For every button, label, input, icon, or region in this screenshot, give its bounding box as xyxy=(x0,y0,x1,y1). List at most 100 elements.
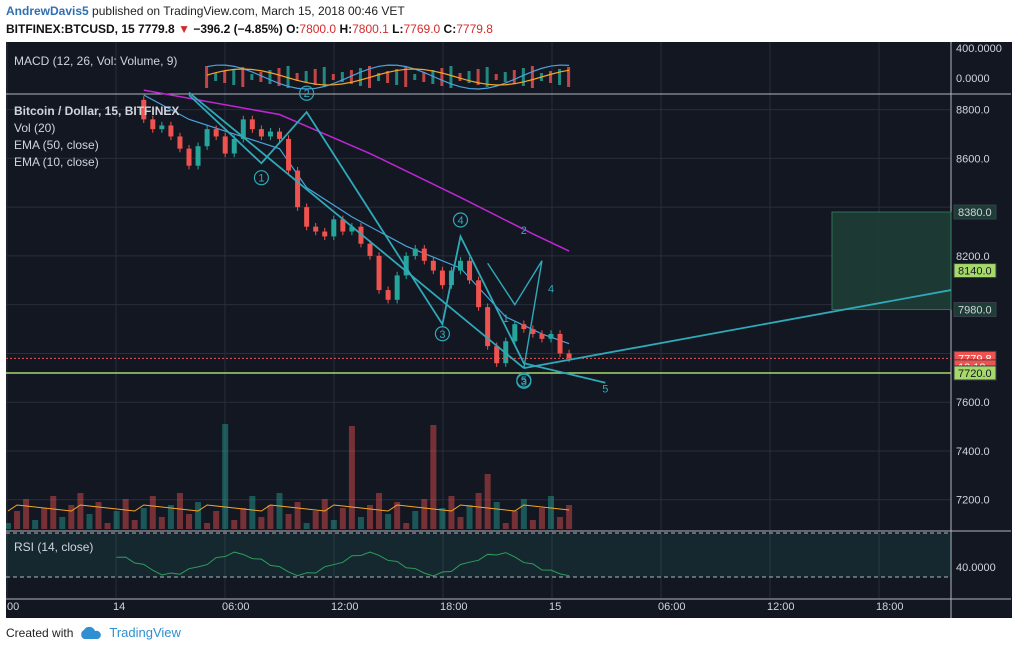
trend-line[interactable] xyxy=(523,289,952,369)
tradingview-brand[interactable]: TradingView xyxy=(109,625,181,640)
indicator-legend: EMA (50, close) xyxy=(14,138,99,152)
volume-bar xyxy=(502,523,509,529)
volume-bar xyxy=(511,511,518,529)
macd-histogram-bar xyxy=(214,73,218,81)
candle-body xyxy=(286,138,292,171)
volume-bar xyxy=(204,523,211,529)
volume-bar xyxy=(493,502,500,529)
wave-label: 2 xyxy=(521,225,527,237)
candle-body xyxy=(168,125,174,137)
wave-circle xyxy=(253,170,269,186)
volume-bar xyxy=(276,493,283,529)
wave-circle xyxy=(299,85,315,101)
macd-histogram-bar xyxy=(431,70,435,84)
candle-body xyxy=(231,138,237,154)
volume-bar xyxy=(566,505,573,529)
candle-body xyxy=(412,248,418,256)
macd-histogram-bar xyxy=(440,68,444,86)
cloud-logo-icon xyxy=(81,626,102,639)
candle-body xyxy=(141,99,147,120)
macd-title: MACD (12, 26, Vol: Volume, 9) xyxy=(14,54,177,68)
candle-body xyxy=(213,129,219,137)
time-tick-label: 06:00 xyxy=(222,601,250,613)
macd-histogram-bar xyxy=(395,69,399,85)
author-link[interactable]: AndrewDavis5 xyxy=(6,4,89,18)
time-tick-label: 12:00 xyxy=(767,601,795,613)
rsi-title: RSI (14, close) xyxy=(14,540,93,554)
candle-body xyxy=(240,119,246,139)
price-axis: 8800.0 8600.0 8200.0 7600.0 7400.0 7200.0 400.… xyxy=(953,43,1002,574)
price-tick-label: 7200.0 xyxy=(956,495,990,507)
candle-body xyxy=(467,260,473,281)
candle-body xyxy=(458,260,463,271)
price-tag-label: 7720.0 xyxy=(958,368,992,380)
publish-info: AndrewDavis5 published on TradingView.co… xyxy=(6,4,405,18)
candle-body xyxy=(548,333,554,339)
time-axis: 00 14 06:00 12:00 18:00 15 06:00 12:00 18:00 xyxy=(7,601,904,613)
candle-body xyxy=(521,324,527,330)
volume-bar xyxy=(367,505,373,529)
volume-bar xyxy=(131,520,138,529)
pane-legends: MACD (12, 26, Vol: Volume, 9) Bitcoin / D… xyxy=(14,54,179,554)
volume-bar xyxy=(466,505,473,529)
volume-bar xyxy=(23,499,30,529)
rsi-pane xyxy=(6,532,951,578)
macd-histogram-bar xyxy=(377,73,381,81)
high-label: H: xyxy=(339,22,353,36)
volume-bar xyxy=(59,517,66,529)
candle-body xyxy=(421,248,427,261)
candle-body xyxy=(439,270,445,286)
macd-histogram-bar xyxy=(503,72,507,82)
wave-label: 4 xyxy=(457,215,463,227)
macd-histogram-bar xyxy=(476,69,480,85)
candle-body xyxy=(159,125,165,130)
candle-body xyxy=(313,226,319,232)
volume-bar xyxy=(14,511,21,529)
candle-body xyxy=(322,231,328,237)
volume-bar xyxy=(222,424,229,529)
volume-bar xyxy=(529,520,536,529)
price-tick-label: 8600.0 xyxy=(956,153,990,165)
wave-label: 3 xyxy=(439,329,445,341)
signal-line xyxy=(206,68,570,86)
macd-histogram-bar xyxy=(250,74,254,80)
macd-histogram-bar xyxy=(386,71,390,83)
open-value: 7800.0 xyxy=(299,22,337,36)
macd-histogram-bar xyxy=(205,66,209,88)
macd-histogram-bar xyxy=(567,67,571,87)
footer: Created with TradingView xyxy=(6,625,181,640)
channel-line[interactable] xyxy=(188,91,525,369)
macd-histogram-bar xyxy=(512,70,516,84)
impulse-wave-line[interactable] xyxy=(188,94,606,384)
wave-label: 5 xyxy=(521,375,527,387)
volume-bar xyxy=(412,511,419,529)
candle-body xyxy=(512,324,518,342)
ema-10-line xyxy=(143,94,570,345)
price-change: −396.2 (−4.85%) xyxy=(193,22,283,36)
macd-histogram-bar xyxy=(322,67,326,87)
candle-body xyxy=(204,129,210,147)
macd-histogram-bar xyxy=(449,66,453,88)
volume-bar xyxy=(86,514,93,529)
volume-bar xyxy=(186,514,192,529)
candle-body xyxy=(186,148,192,166)
macd-histogram-bar xyxy=(422,72,426,82)
volume-bar xyxy=(303,523,310,529)
price-tag-label: 8140.0 xyxy=(958,266,992,278)
symbol-label: BITFINEX:BTCUSD, 15 xyxy=(6,22,135,36)
low-value: 7769.0 xyxy=(403,22,441,36)
macd-histogram-bar xyxy=(485,67,489,87)
candle-body xyxy=(494,346,500,364)
macd-histogram-bar xyxy=(413,74,417,80)
target-box[interactable] xyxy=(831,211,952,311)
volume-bar xyxy=(439,508,446,529)
sub-wave-line[interactable] xyxy=(487,260,543,369)
volume-bar xyxy=(113,511,120,529)
candle-body xyxy=(530,329,536,334)
volume-bar xyxy=(548,496,554,529)
volume-bar xyxy=(77,493,84,529)
volume-bar xyxy=(41,508,48,529)
candle-body xyxy=(566,353,572,359)
